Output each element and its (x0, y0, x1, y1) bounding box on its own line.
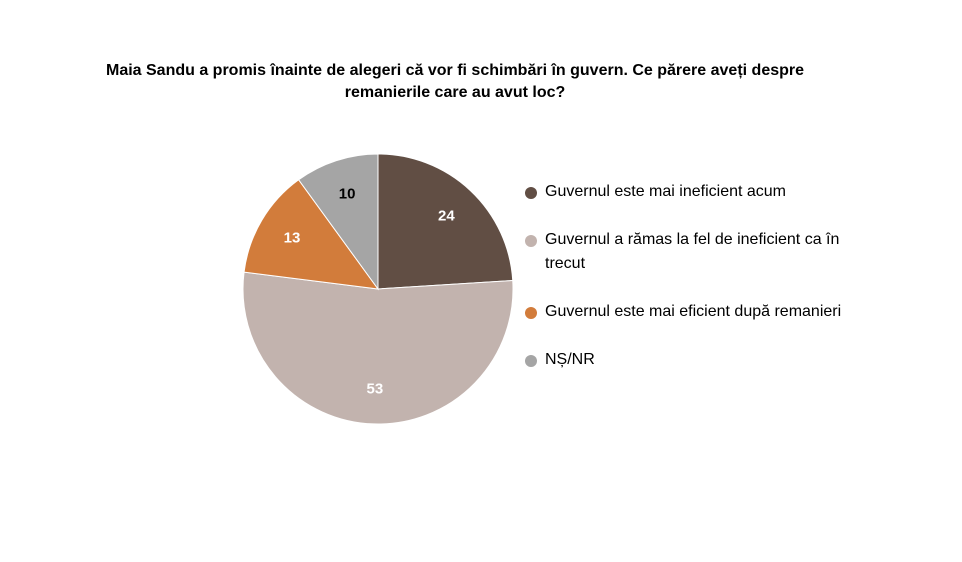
pie-slice (243, 179, 380, 290)
chart-title: Maia Sandu a promis înainte de alegeri c… (105, 62, 805, 101)
legend-item: Guvernul este mai eficient după remanier… (525, 300, 875, 324)
data-label: 10 (339, 185, 356, 202)
pie-slice (242, 271, 514, 425)
legend-swatch (525, 187, 537, 199)
legend-item: Guvernul a rămas la fel de ineficient ca… (525, 228, 875, 276)
legend-label: Guvernul este mai ineficient acum (545, 183, 786, 200)
legend-item: Guvernul este mai ineficient acum (525, 180, 875, 204)
data-label: 24 (438, 208, 455, 225)
legend: Guvernul este mai ineficient acum Guvernu… (525, 180, 875, 396)
legend-label: NȘ/NR (545, 351, 595, 368)
legend-label: Guvernul este mai eficient după remanier… (545, 303, 842, 320)
data-label: 53 (367, 380, 384, 397)
data-label: 13 (284, 230, 301, 247)
legend-swatch (525, 307, 537, 319)
pie-slice (377, 153, 514, 290)
legend-swatch (525, 235, 537, 247)
legend-label: Guvernul a rămas la fel de ineficient ca… (545, 231, 840, 272)
legend-swatch (525, 355, 537, 367)
legend-item: NȘ/NR (525, 348, 875, 372)
pie-slice (297, 153, 379, 291)
